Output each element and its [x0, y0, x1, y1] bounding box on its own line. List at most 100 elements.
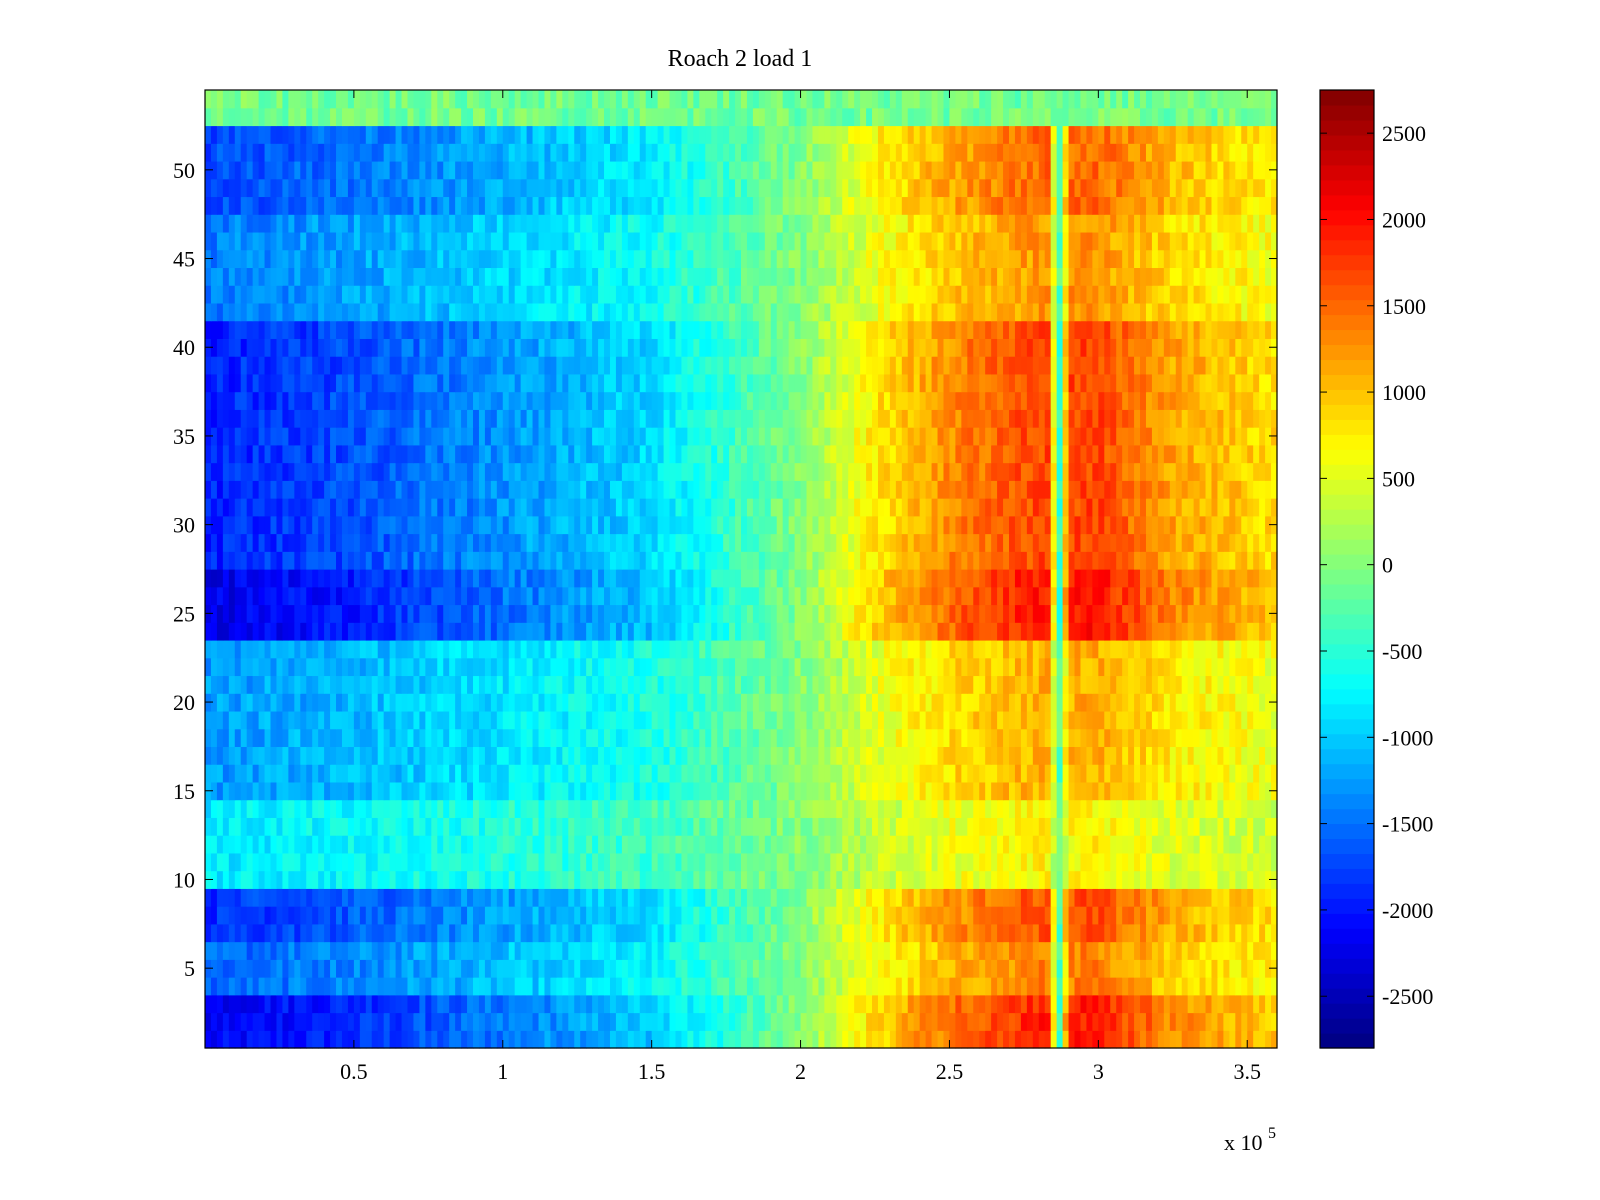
heatmap-cell [1092, 781, 1099, 801]
heatmap-cell [1199, 1030, 1207, 1049]
heatmap-cell [234, 941, 242, 960]
heatmap-cell [687, 764, 694, 783]
heatmap-cell [1062, 710, 1070, 730]
heatmap-cell [741, 710, 748, 730]
heatmap-cell [705, 781, 712, 801]
heatmap-cell [389, 852, 397, 872]
heatmap-cell [609, 852, 617, 872]
heatmap-cell [937, 817, 945, 836]
heatmap-cell [1110, 923, 1117, 943]
heatmap-cell [949, 870, 956, 889]
heatmap-cell [1151, 799, 1159, 818]
heatmap-cell [222, 941, 230, 960]
heatmap-cell [1199, 923, 1207, 943]
heatmap-cell [461, 746, 468, 765]
heatmap-cell [312, 852, 319, 872]
heatmap-cell [568, 835, 575, 854]
heatmap-cell [538, 994, 546, 1014]
heatmap-cell [550, 835, 557, 854]
heatmap-cell [276, 693, 284, 712]
heatmap-cell [467, 764, 474, 783]
heatmap-cell [1229, 728, 1236, 748]
heatmap-cell [490, 994, 498, 1014]
heatmap-cell [735, 977, 742, 996]
heatmap-cell [562, 569, 569, 588]
heatmap-cell [598, 1030, 605, 1049]
heatmap-cell [1062, 639, 1070, 659]
heatmap-cell [907, 675, 915, 694]
heatmap-cell [1009, 746, 1016, 765]
heatmap-cell [1104, 817, 1111, 836]
heatmap-cell [764, 994, 772, 1014]
heatmap-cell [794, 746, 802, 765]
heatmap-cell [627, 1030, 635, 1049]
heatmap-cell [1169, 923, 1177, 943]
heatmap-cell [705, 604, 712, 623]
heatmap-cell [574, 569, 581, 588]
heatmap-cell [568, 551, 575, 570]
heatmap-cell [973, 852, 980, 872]
heatmap-cell [508, 835, 516, 854]
heatmap-cell [425, 906, 432, 925]
heatmap-cell [377, 817, 385, 836]
heatmap-cell [508, 657, 516, 677]
heatmap-cell [1205, 781, 1213, 801]
heatmap-cell [294, 923, 301, 943]
heatmap-cell [1026, 569, 1034, 588]
heatmap-cell [205, 852, 212, 872]
heatmap-cell [1074, 941, 1082, 960]
heatmap-cell [693, 639, 700, 659]
heatmap-cell [669, 710, 677, 730]
heatmap-cell [693, 1012, 700, 1031]
heatmap-cell [1003, 923, 1010, 943]
heatmap-cell [729, 693, 736, 712]
heatmap-cell [389, 586, 397, 606]
heatmap-cell [782, 994, 790, 1014]
heatmap-cell [711, 817, 718, 836]
heatmap-cell [1128, 888, 1135, 907]
heatmap-cell [371, 569, 379, 588]
heatmap-cell [580, 1030, 587, 1049]
heatmap-cell [1145, 977, 1153, 996]
heatmap-cell [371, 675, 379, 694]
heatmap-cell [1050, 569, 1058, 588]
heatmap-cell [639, 870, 647, 889]
heatmap-cell [1080, 781, 1088, 801]
heatmap-cell [425, 604, 432, 623]
heatmap-cell [252, 586, 260, 606]
heatmap-cell [306, 1030, 313, 1049]
heatmap-cell [1092, 639, 1099, 659]
heatmap-cell [752, 870, 760, 889]
heatmap-cell [1187, 959, 1195, 978]
heatmap-cell [383, 1030, 391, 1049]
heatmap-cell [1032, 906, 1040, 925]
heatmap-cell [496, 977, 504, 996]
heatmap-cell [931, 551, 939, 570]
heatmap-cell [1187, 675, 1195, 694]
heatmap-cell [216, 586, 224, 606]
heatmap-cell [478, 639, 486, 659]
heatmap-cell [1134, 781, 1141, 801]
heatmap-cell [1265, 586, 1272, 606]
heatmap-cell [663, 604, 671, 623]
heatmap-cell [478, 551, 486, 570]
heatmap-cell [943, 693, 951, 712]
heatmap-cell [1020, 852, 1028, 872]
heatmap-cell [687, 835, 694, 854]
heatmap-cell [877, 781, 885, 801]
heatmap-cell [1175, 781, 1183, 801]
heatmap-cell [782, 604, 790, 623]
heatmap-cell [1074, 622, 1082, 641]
heatmap-cell [324, 675, 331, 694]
heatmap-cell [1062, 906, 1070, 925]
heatmap-cell [1229, 622, 1236, 641]
heatmap-cell [1032, 835, 1040, 854]
heatmap-cell [1056, 817, 1064, 836]
heatmap-cell [741, 622, 748, 641]
heatmap-cell [1217, 569, 1224, 588]
heatmap-cell [592, 835, 599, 854]
heatmap-cell [1110, 639, 1117, 659]
heatmap-cell [830, 799, 837, 818]
heatmap-cell [1181, 710, 1189, 730]
heatmap-cell [353, 710, 361, 730]
